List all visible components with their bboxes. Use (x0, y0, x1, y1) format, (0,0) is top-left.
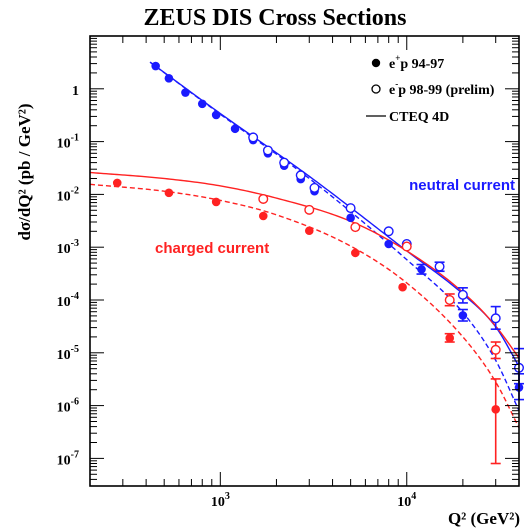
data-points (112, 61, 525, 465)
point-nc-eminus (345, 203, 356, 214)
point-cc-eplus (491, 405, 501, 414)
point-cc-eplus (258, 211, 268, 221)
legend-label-ep-minus: e-p 98-99 (prelim) (389, 79, 495, 98)
point-nc-eplus (164, 74, 174, 83)
point-nc-eplus (384, 239, 393, 249)
point-nc-eplus (230, 124, 240, 134)
nc-label: neutral current (409, 177, 515, 194)
legend-label-ep-plus: e+p 94-97 (389, 53, 444, 72)
axis-ticks: 103 104 1 10-1 10-2 10-3 10-4 10-5 10-6 10-7 (57, 35, 520, 510)
theory-curves (89, 61, 520, 429)
point-cc-eminus (444, 294, 455, 305)
theory-curve-cc-eplus (89, 183, 520, 429)
point-cc-eplus (211, 197, 221, 207)
point-cc-eminus (304, 204, 315, 215)
point-cc-eplus (112, 178, 122, 188)
x-tick-label: 103 (211, 491, 230, 510)
point-cc-eplus (445, 333, 455, 343)
chart-title: ZEUS DIS Cross Sections (144, 5, 407, 31)
x-tick-label: 104 (397, 491, 416, 510)
theory-curve-nc-eminus (149, 61, 520, 367)
x-axis-label: Q² (GeV²) (448, 509, 520, 528)
y-tick-label: 10-3 (57, 238, 79, 257)
point-nc-eminus (457, 289, 468, 300)
point-nc-eminus (248, 132, 259, 143)
legend-marker-open (371, 84, 381, 94)
point-cc-eplus (398, 282, 407, 292)
point-nc-eplus (211, 110, 221, 120)
point-cc-eplus (164, 188, 174, 198)
point-nc-eplus (417, 265, 426, 274)
point-cc-eplus (351, 248, 360, 258)
point-nc-eminus (434, 261, 445, 272)
y-tick-label: 10-5 (57, 344, 79, 363)
y-tick-label: 10-4 (57, 291, 79, 310)
legend: e+p 94-97 e-p 98-99 (prelim) CTEQ 4D (366, 53, 495, 125)
point-nc-eplus (346, 213, 355, 223)
y-tick-label: 10-1 (57, 133, 79, 152)
point-nc-eminus (262, 145, 273, 156)
plot-frame (89, 35, 520, 487)
point-nc-eminus (383, 226, 394, 237)
point-nc-eplus (458, 311, 468, 320)
point-nc-eplus (197, 99, 207, 109)
point-cc-eminus (350, 222, 361, 233)
y-tick-label: 10-6 (57, 397, 79, 416)
y-tick-label: 10-2 (57, 185, 79, 204)
y-tick-label: 1 (72, 84, 79, 99)
point-cc-eplus (304, 226, 314, 236)
point-nc-eminus (295, 170, 306, 181)
point-nc-eplus (181, 88, 190, 97)
legend-marker-filled (371, 58, 381, 68)
point-nc-eminus (279, 157, 290, 168)
theory-curve-nc-eplus (149, 61, 520, 412)
y-axis-label: dσ/dQ² (pb / GeV²) (15, 103, 34, 240)
point-nc-eminus (309, 182, 320, 193)
point-cc-eminus (401, 241, 412, 252)
cc-label: charged current (155, 240, 269, 257)
point-cc-eminus (490, 344, 501, 355)
point-nc-eminus (490, 313, 501, 324)
point-nc-eplus (151, 61, 160, 71)
legend-label-cteq: CTEQ 4D (389, 110, 449, 125)
theory-curve-cc-eminus (89, 171, 520, 359)
point-cc-eminus (258, 193, 269, 204)
y-tick-label: 10-7 (57, 449, 79, 468)
